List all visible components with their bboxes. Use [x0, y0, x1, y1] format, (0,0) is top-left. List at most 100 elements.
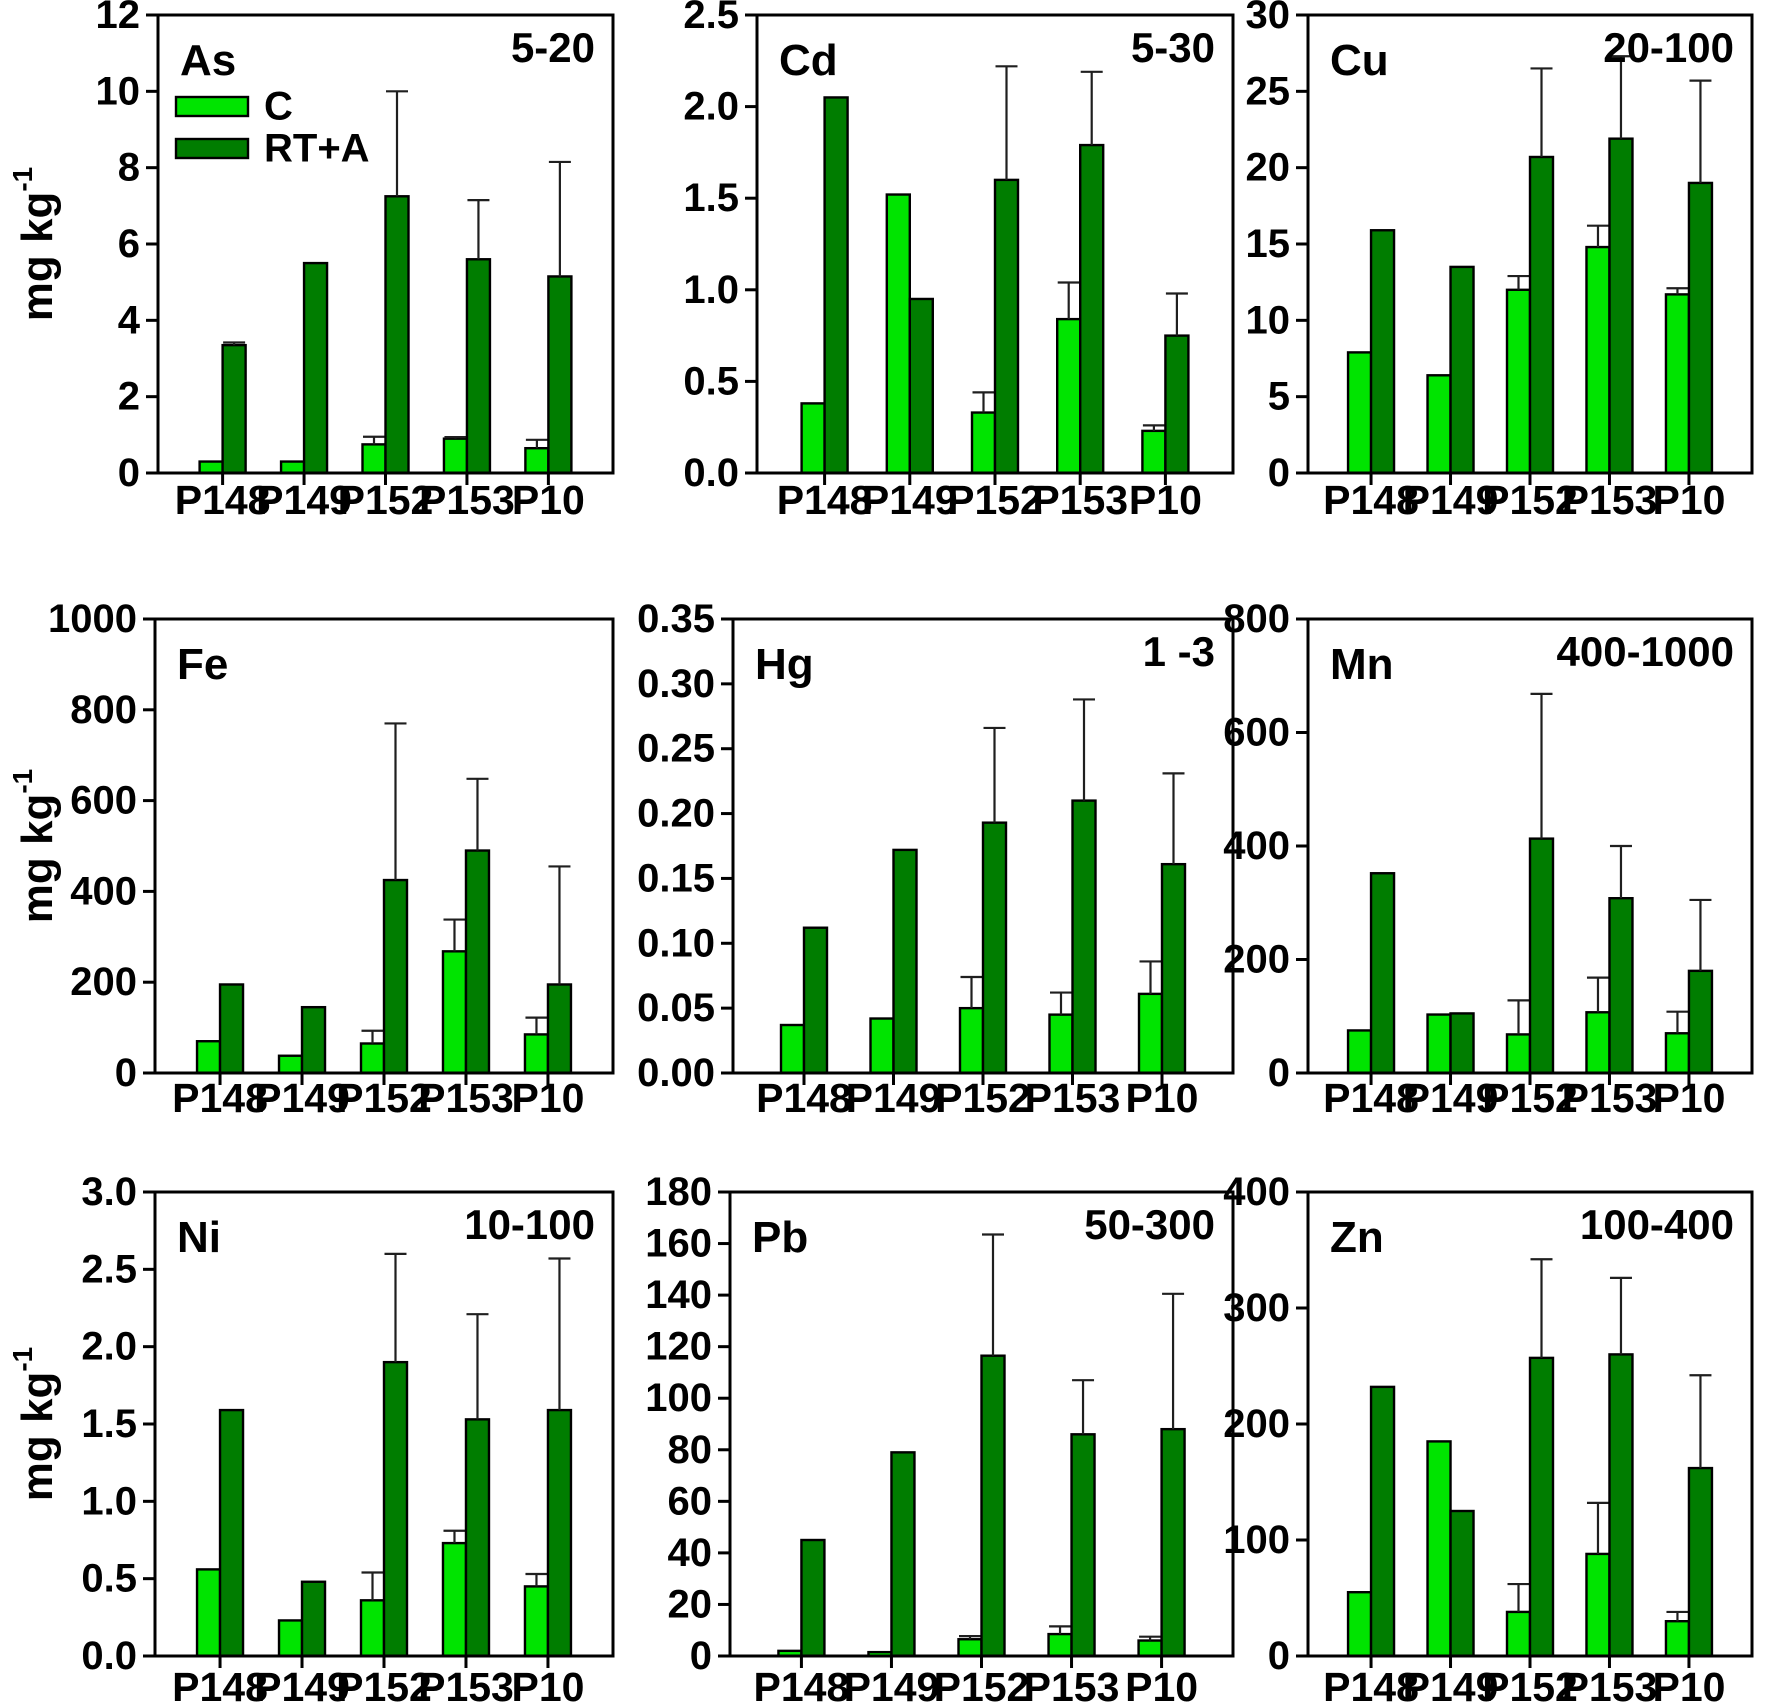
bar-rta-p149 — [892, 848, 918, 1075]
bar-rta-p10 — [1160, 862, 1187, 1075]
error-bar — [1507, 999, 1530, 1035]
chart-panel-ni: 0.0 0.5 1.0 1.5 2.0 2.5 3.0 P148P149P152P153P10… — [7, 1170, 615, 1707]
bar-c-p152 — [361, 443, 387, 475]
bar-c-p149 — [1426, 1440, 1452, 1658]
y-tick-label: 1000 — [48, 597, 137, 641]
error-bar — [1586, 224, 1609, 248]
error-bar — [384, 1252, 407, 1363]
bar-c-p148 — [195, 1040, 222, 1075]
error-bar — [1666, 1010, 1689, 1034]
bar-c-p10 — [1141, 429, 1167, 475]
range-annotation-mn: 400-1000 — [1557, 628, 1735, 675]
y-tick-label: 15 — [1246, 222, 1291, 266]
y-tick-label: 1.5 — [81, 1402, 137, 1446]
x-tick-label-p10: P10 — [511, 1075, 584, 1121]
error-bar — [1530, 1258, 1553, 1358]
y-tick-label: 30 — [1246, 0, 1291, 37]
bars-cd — [800, 65, 1190, 475]
x-tick-label-p152: P152 — [336, 1075, 432, 1121]
y-tick-label: 0 — [1268, 1051, 1290, 1095]
error-bar — [1072, 1379, 1095, 1435]
y-axis-unit-label: mg kg-1 — [7, 167, 62, 321]
y-tick-label: 12 — [96, 0, 141, 37]
error-bar — [1162, 1292, 1185, 1430]
x-tick-label-p10: P10 — [1129, 477, 1202, 523]
bar-c-p148 — [1346, 1590, 1373, 1658]
bar-rta-p148 — [800, 1538, 826, 1658]
bar-rta-p149 — [300, 1005, 327, 1075]
error-bar — [1057, 281, 1080, 320]
legend-label-rt-a: RT+A — [264, 127, 370, 171]
x-tick-label-p148: P148 — [1323, 1664, 1419, 1707]
bar-c-p149 — [1426, 374, 1452, 475]
x-tick-label-p153: P153 — [418, 1075, 514, 1121]
plot-frame-as — [156, 13, 615, 475]
bar-rta-p153 — [1608, 137, 1634, 475]
y-tick-label: 180 — [645, 1170, 712, 1214]
bar-rta-p149 — [908, 297, 934, 475]
y-tick-label: 0.10 — [637, 921, 715, 965]
x-tick-label-p153: P153 — [1025, 1075, 1121, 1121]
x-tick-label-p152: P152 — [338, 477, 434, 523]
y-axis-unit-label: mg kg-1 — [7, 769, 62, 923]
bar-rta-p10 — [1160, 1427, 1186, 1658]
bar-rta-p153 — [1608, 897, 1634, 1075]
y-tick-label: 8 — [118, 146, 140, 190]
bars-zn — [1346, 1258, 1714, 1658]
error-bar — [1049, 1625, 1072, 1635]
bar-c-p10 — [524, 446, 550, 475]
bar-c-p10 — [1664, 1619, 1691, 1658]
y-tick-label: 0.35 — [637, 597, 715, 641]
bar-c-p149 — [1426, 1013, 1452, 1075]
x-tick-label-p153: P153 — [419, 477, 515, 523]
plot-frame-fe — [153, 617, 615, 1075]
y-tick-label: 60 — [668, 1479, 713, 1523]
bar-rta-p148 — [1369, 229, 1396, 475]
x-tick-label-p153: P153 — [1562, 477, 1658, 523]
range-annotation-cd: 5-30 — [1131, 24, 1215, 71]
bar-rta-p10 — [1687, 969, 1714, 1075]
bar-rta-p153 — [1079, 143, 1105, 475]
error-bar — [525, 1572, 548, 1587]
bars-mn — [1346, 692, 1714, 1075]
x-tick-label-p149: P149 — [844, 1664, 940, 1707]
error-bar — [466, 1313, 489, 1420]
bars-cu — [1346, 55, 1714, 475]
x-tick-label-p148: P148 — [1323, 477, 1419, 523]
bar-c-p10 — [523, 1585, 550, 1658]
bar-c-p153 — [1585, 1011, 1611, 1075]
bars-fe — [195, 722, 573, 1075]
panel-title-hg: Hg — [755, 640, 814, 689]
error-bar — [1609, 844, 1632, 899]
y-tick-label: 200 — [1223, 1402, 1290, 1446]
x-tick-label-p148: P148 — [756, 1075, 852, 1121]
y-tick-label: 0.30 — [637, 662, 715, 706]
bar-rta-p153 — [464, 849, 491, 1075]
y-tick-label: 100 — [645, 1376, 712, 1420]
y-tick-label: 0.00 — [637, 1051, 715, 1095]
y-tick-label: 120 — [645, 1325, 712, 1369]
range-annotation-pb: 50-300 — [1084, 1201, 1215, 1248]
y-tick-label: 2.0 — [81, 1325, 137, 1369]
error-bar — [1162, 772, 1185, 865]
legend-label-c: C — [264, 85, 293, 129]
error-bar — [1080, 70, 1103, 146]
error-bar — [443, 918, 466, 952]
bars-as — [198, 90, 573, 475]
error-bar — [1609, 55, 1632, 139]
y-tick-label: 0 — [115, 1051, 137, 1095]
bar-rta-p148 — [1369, 872, 1396, 1075]
bars-pb — [777, 1233, 1186, 1658]
x-tick-label-p152: P152 — [1482, 1075, 1578, 1121]
error-bar — [1139, 960, 1162, 994]
y-tick-label: 400 — [1223, 1170, 1290, 1214]
bar-rta-p10 — [1164, 334, 1190, 475]
y-tick-label: 2.0 — [683, 85, 739, 129]
bar-rta-p149 — [302, 261, 329, 475]
error-bar — [1507, 1582, 1530, 1612]
